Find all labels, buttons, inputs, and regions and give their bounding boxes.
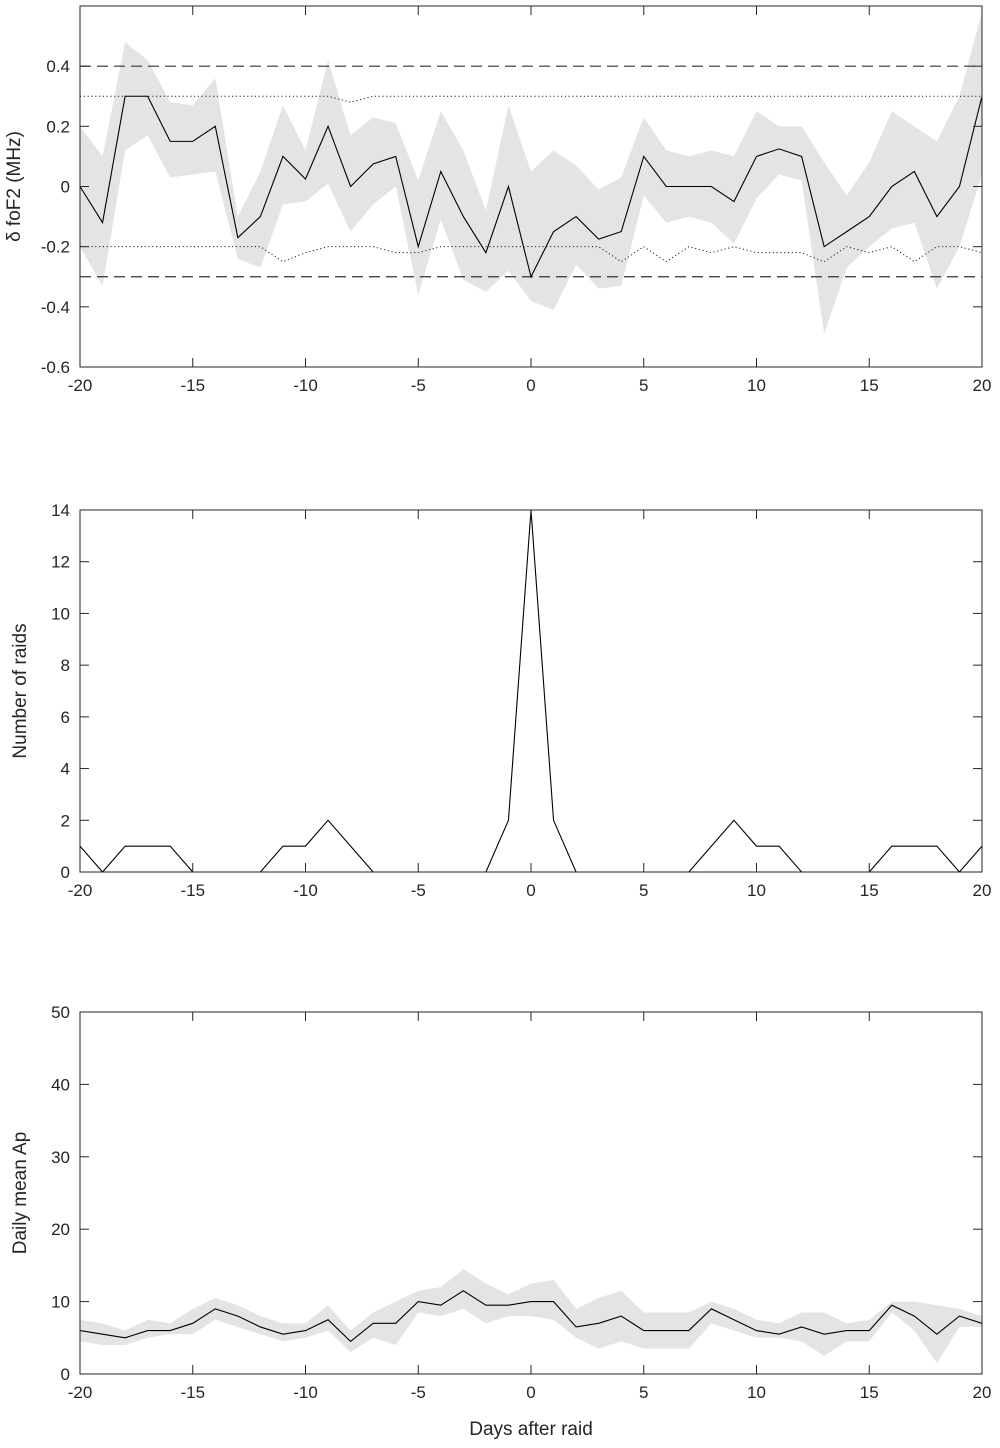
x-tick-label: 5	[639, 881, 648, 900]
x-tick-label: 15	[860, 881, 879, 900]
x-tick-label: -15	[180, 1383, 205, 1402]
y-axis-label: δ foF2 (MHz)	[4, 131, 25, 242]
x-tick-label: -10	[293, 376, 318, 395]
y-tick-label: 0	[61, 863, 70, 882]
x-tick-label: -20	[68, 1383, 93, 1402]
x-tick-label: -5	[411, 376, 426, 395]
y-tick-label: 4	[61, 760, 70, 779]
x-tick-label: -15	[180, 881, 205, 900]
panel-1: -20 -15 -10 -5 0 5 10 15 20 -0.6 -0.4 -0.2 0 0.2 0.4 δ …	[4, 5, 992, 395]
y-axis-label: Number of raids	[10, 623, 31, 758]
spread-band	[80, 1269, 982, 1364]
plot-area	[80, 510, 982, 872]
x-tick-label: 5	[639, 376, 648, 395]
y-tick-label: 30	[51, 1148, 70, 1167]
x-tick-label: 5	[639, 1383, 648, 1402]
x-tick-label: 10	[747, 1383, 766, 1402]
x-tick-label: 15	[860, 1383, 879, 1402]
x-tick-label: 0	[526, 1383, 535, 1402]
series-median	[80, 1290, 982, 1343]
x-tick-label: 20	[973, 376, 992, 395]
x-tick-label: -20	[68, 376, 93, 395]
y-tick-label: 0	[61, 1365, 70, 1384]
axes-frame	[79, 509, 983, 873]
x-tick-label: -5	[411, 1383, 426, 1402]
series-median	[80, 95, 982, 279]
x-tick-label: -5	[411, 881, 426, 900]
y-tick-label: -0.4	[41, 298, 70, 317]
plot-area	[80, 1269, 982, 1364]
x-axis-label: Days after raid	[469, 1419, 593, 1440]
y-tick-label: 12	[51, 553, 70, 572]
x-tick-label: -15	[180, 376, 205, 395]
x-tick-label: 10	[747, 376, 766, 395]
plot-area	[80, 12, 982, 334]
y-tick-label: 14	[51, 501, 70, 520]
y-tick-label: 10	[51, 604, 70, 623]
y-tick-label: 0	[61, 178, 70, 197]
y-tick-label: 10	[51, 1293, 70, 1312]
y-tick-label: 40	[51, 1075, 70, 1094]
y-axis-label: Daily mean Ap	[10, 1132, 31, 1255]
series-upper-quartile-threshold	[80, 95, 982, 103]
x-tick-label: 0	[526, 881, 535, 900]
y-tick-label: 20	[51, 1220, 70, 1239]
x-tick-label: -10	[293, 1383, 318, 1402]
x-tick-label: 0	[526, 376, 535, 395]
y-tick-label: -0.6	[41, 358, 70, 377]
x-tick-label: 15	[860, 376, 879, 395]
panel-2: -20 -15 -10 -5 0 5 10 15 20 0 2 4 6 8 10 12 14 Number of …	[10, 501, 991, 900]
series-count	[80, 510, 982, 872]
x-tick-label: -20	[68, 881, 93, 900]
y-tick-label: 50	[51, 1003, 70, 1022]
x-tick-label: 20	[973, 881, 992, 900]
spread-band	[80, 12, 982, 334]
x-tick-label: -10	[293, 881, 318, 900]
y-tick-label: 6	[61, 708, 70, 727]
y-tick-label: 2	[61, 811, 70, 830]
y-tick-label: 8	[61, 656, 70, 675]
y-tick-label: 0.2	[46, 117, 70, 136]
panel-3: -20 -15 -10 -5 0 5 10 15 20 0 10 20 30 40 50 Daily mean…	[10, 1003, 991, 1440]
y-tick-label: -0.2	[41, 238, 70, 257]
y-tick-label: 0.4	[46, 57, 70, 76]
x-tick-label: 10	[747, 881, 766, 900]
x-tick-label: 20	[973, 1383, 992, 1402]
